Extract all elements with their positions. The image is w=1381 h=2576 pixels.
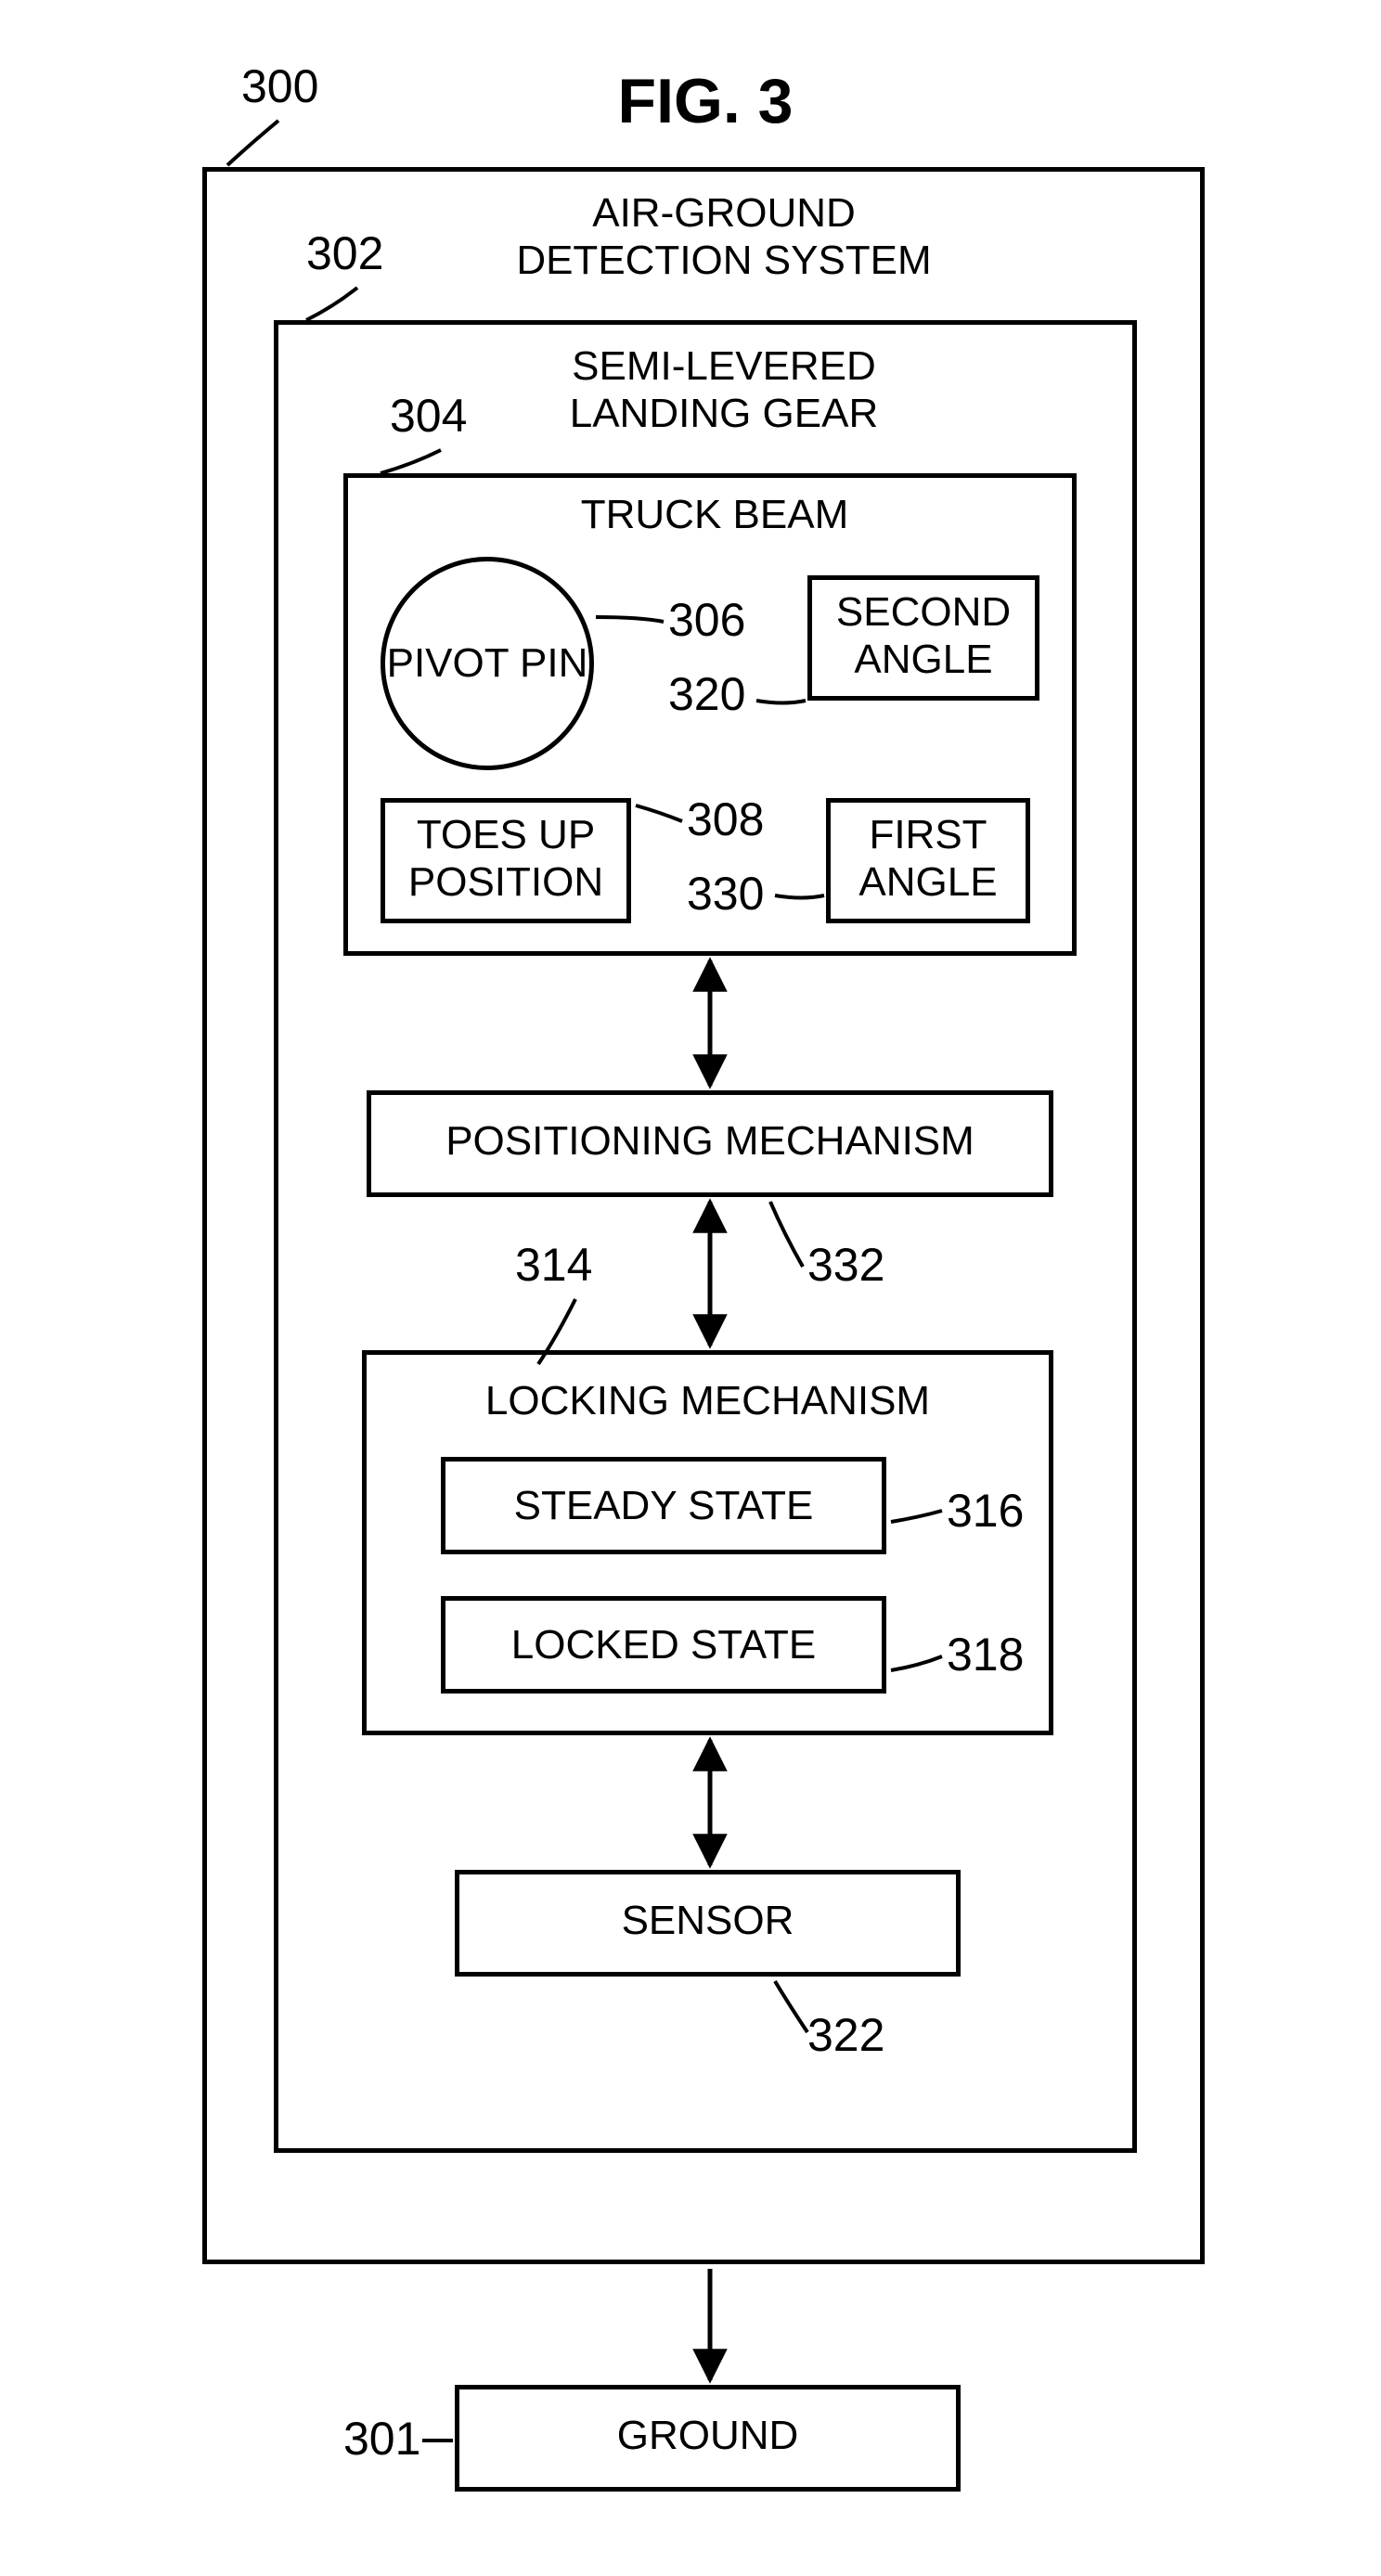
figure-title: FIG. 3 bbox=[520, 65, 891, 137]
toes-up-label: TOES UP POSITION bbox=[381, 812, 631, 906]
diagram-stage: FIG. 3 300 AIR-GROUND DETECTION SYSTEM 3… bbox=[0, 0, 1381, 2576]
ref-302: 302 bbox=[306, 227, 383, 281]
locked-state-label: LOCKED STATE bbox=[441, 1622, 886, 1669]
steady-state-label: STEADY STATE bbox=[441, 1483, 886, 1530]
ref-308: 308 bbox=[687, 793, 764, 847]
ref-332: 332 bbox=[807, 1239, 884, 1293]
ref-330: 330 bbox=[687, 868, 764, 921]
system-title: AIR-GROUND DETECTION SYSTEM bbox=[483, 190, 965, 284]
locking-title: LOCKING MECHANISM bbox=[362, 1378, 1053, 1425]
first-angle-label: FIRST ANGLE bbox=[826, 812, 1030, 906]
truck-beam-title: TRUCK BEAM bbox=[566, 492, 863, 539]
positioning-label: POSITIONING MECHANISM bbox=[367, 1118, 1053, 1166]
ref-314: 314 bbox=[515, 1239, 592, 1293]
ref-304: 304 bbox=[390, 390, 467, 444]
ref-318: 318 bbox=[947, 1629, 1024, 1682]
second-angle-label: SECOND ANGLE bbox=[807, 589, 1039, 683]
pivot-pin-circle: PIVOT PIN bbox=[381, 557, 594, 770]
ground-label: GROUND bbox=[455, 2413, 961, 2460]
sensor-label: SENSOR bbox=[455, 1898, 961, 1945]
ref-300: 300 bbox=[241, 60, 318, 114]
pivot-pin-label: PIVOT PIN bbox=[387, 640, 588, 688]
ref-301: 301 bbox=[343, 2413, 420, 2467]
ref-306: 306 bbox=[668, 594, 745, 648]
ref-316: 316 bbox=[947, 1485, 1024, 1539]
ref-322: 322 bbox=[807, 2009, 884, 2063]
gear-title: SEMI-LEVERED LANDING GEAR bbox=[520, 343, 928, 437]
ref-320: 320 bbox=[668, 668, 745, 722]
